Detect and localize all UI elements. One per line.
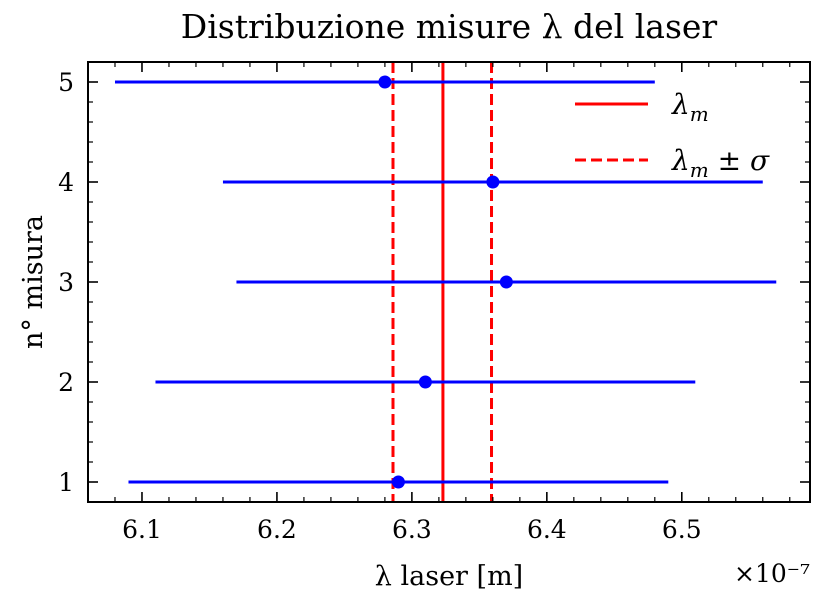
legend-label-2: λm ± σ	[671, 144, 770, 182]
x-tick-label: 6.4	[527, 515, 567, 544]
plot-frame	[87, 61, 811, 503]
tick-labels: 6.1 6.2 6.3 6.4 6.5 1 2 3 4 5	[58, 68, 702, 544]
legend: λm λm ± σ	[575, 88, 770, 182]
x-tick-label: 6.1	[122, 515, 162, 544]
x-axis-label: λ laser [m]	[375, 561, 523, 592]
chart-title: Distribuzione misure λ del laser	[181, 7, 718, 46]
data-point-1	[391, 475, 405, 489]
x-tick-label: 6.3	[392, 515, 432, 544]
y-tick-label: 2	[58, 368, 74, 397]
data-point-3	[499, 275, 513, 289]
y-tick-label: 4	[58, 168, 74, 197]
y-tick-label: 3	[58, 268, 74, 297]
data-points	[378, 75, 513, 489]
y-axis-label: n° misura	[18, 215, 49, 349]
x-axis-offset-label: ×10⁻⁷	[734, 559, 810, 588]
y-tick-label: 5	[58, 68, 74, 97]
data-point-5	[378, 75, 392, 89]
x-tick-label: 6.5	[662, 515, 702, 544]
x-tick-label: 6.2	[257, 515, 297, 544]
data-point-2	[418, 375, 432, 389]
data-point-4	[486, 175, 500, 189]
y-tick-label: 1	[58, 468, 74, 497]
legend-label-1: λm	[671, 88, 709, 126]
